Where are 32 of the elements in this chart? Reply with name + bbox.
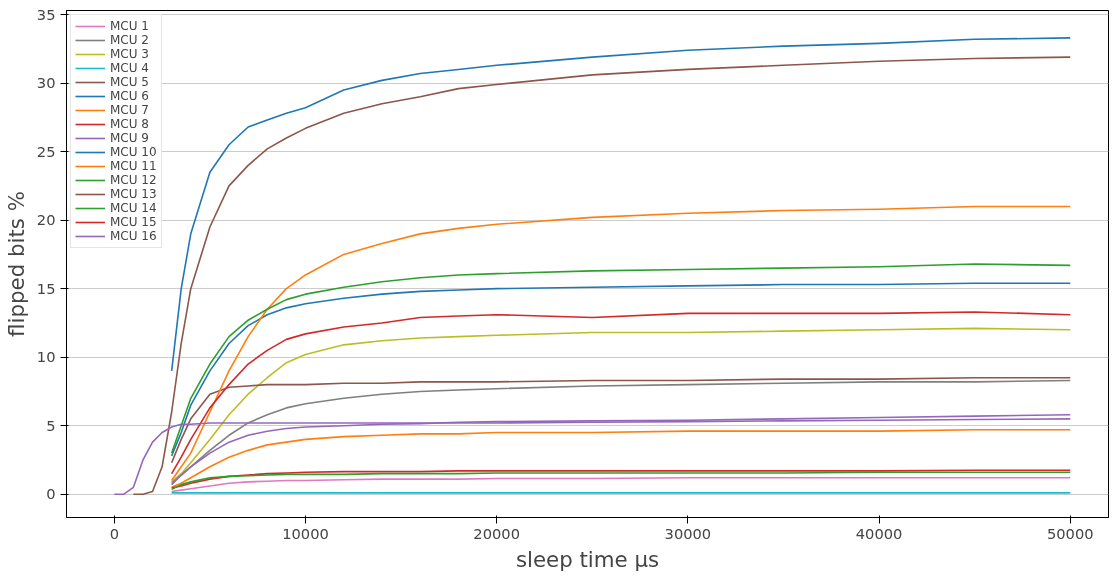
- legend-label: MCU 4: [110, 61, 149, 75]
- y-tick-label: 30: [36, 74, 56, 92]
- y-tick-label: 5: [46, 416, 56, 434]
- legend-label: MCU 2: [110, 33, 149, 47]
- x-tick-label: 40000: [855, 524, 903, 542]
- legend-label: MCU 5: [110, 75, 149, 89]
- legend-label: MCU 12: [110, 173, 157, 187]
- legend-label: MCU 11: [110, 159, 157, 173]
- x-tick-label: 50000: [1046, 524, 1094, 542]
- y-tick-label: 0: [46, 485, 56, 503]
- legend-label: MCU 9: [110, 131, 149, 145]
- legend-label: MCU 10: [110, 145, 157, 159]
- legend-label: MCU 16: [110, 229, 157, 243]
- y-axis-title: flipped bits %: [3, 191, 29, 337]
- x-tick-label: 20000: [473, 524, 520, 542]
- legend-label: MCU 6: [110, 89, 149, 103]
- y-tick-label: 15: [36, 279, 56, 297]
- legend-label: MCU 3: [110, 47, 149, 61]
- x-axis-title: sleep time µs: [515, 546, 660, 572]
- legend-label: MCU 14: [110, 201, 157, 215]
- y-tick-label: 10: [36, 348, 56, 366]
- legend-label: MCU 8: [110, 117, 149, 131]
- legend-label: MCU 13: [110, 187, 157, 201]
- x-tick-label: 0: [109, 524, 119, 542]
- x-tick-label: 10000: [282, 524, 329, 542]
- x-tick-label: 30000: [664, 524, 712, 542]
- y-tick-label: 35: [36, 5, 56, 23]
- y-tick-label: 25: [36, 142, 56, 160]
- legend-label: MCU 7: [110, 103, 149, 117]
- y-tick-label: 20: [36, 211, 56, 229]
- legend-label: MCU 1: [110, 19, 149, 33]
- legend-label: MCU 15: [110, 215, 157, 229]
